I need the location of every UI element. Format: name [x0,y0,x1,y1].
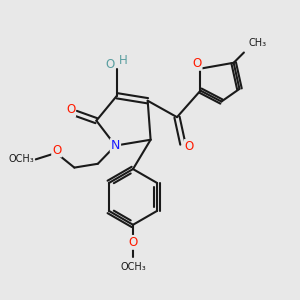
Text: N: N [111,139,120,152]
Text: O: O [66,103,75,116]
Text: H: H [119,54,128,67]
Text: O: O [192,57,202,70]
Text: O: O [52,143,62,157]
Text: OCH₃: OCH₃ [120,262,146,272]
Text: O: O [185,140,194,153]
Text: O: O [128,236,138,249]
Text: OCH₃: OCH₃ [8,154,34,164]
Text: O: O [105,58,114,70]
Text: CH₃: CH₃ [248,38,266,48]
